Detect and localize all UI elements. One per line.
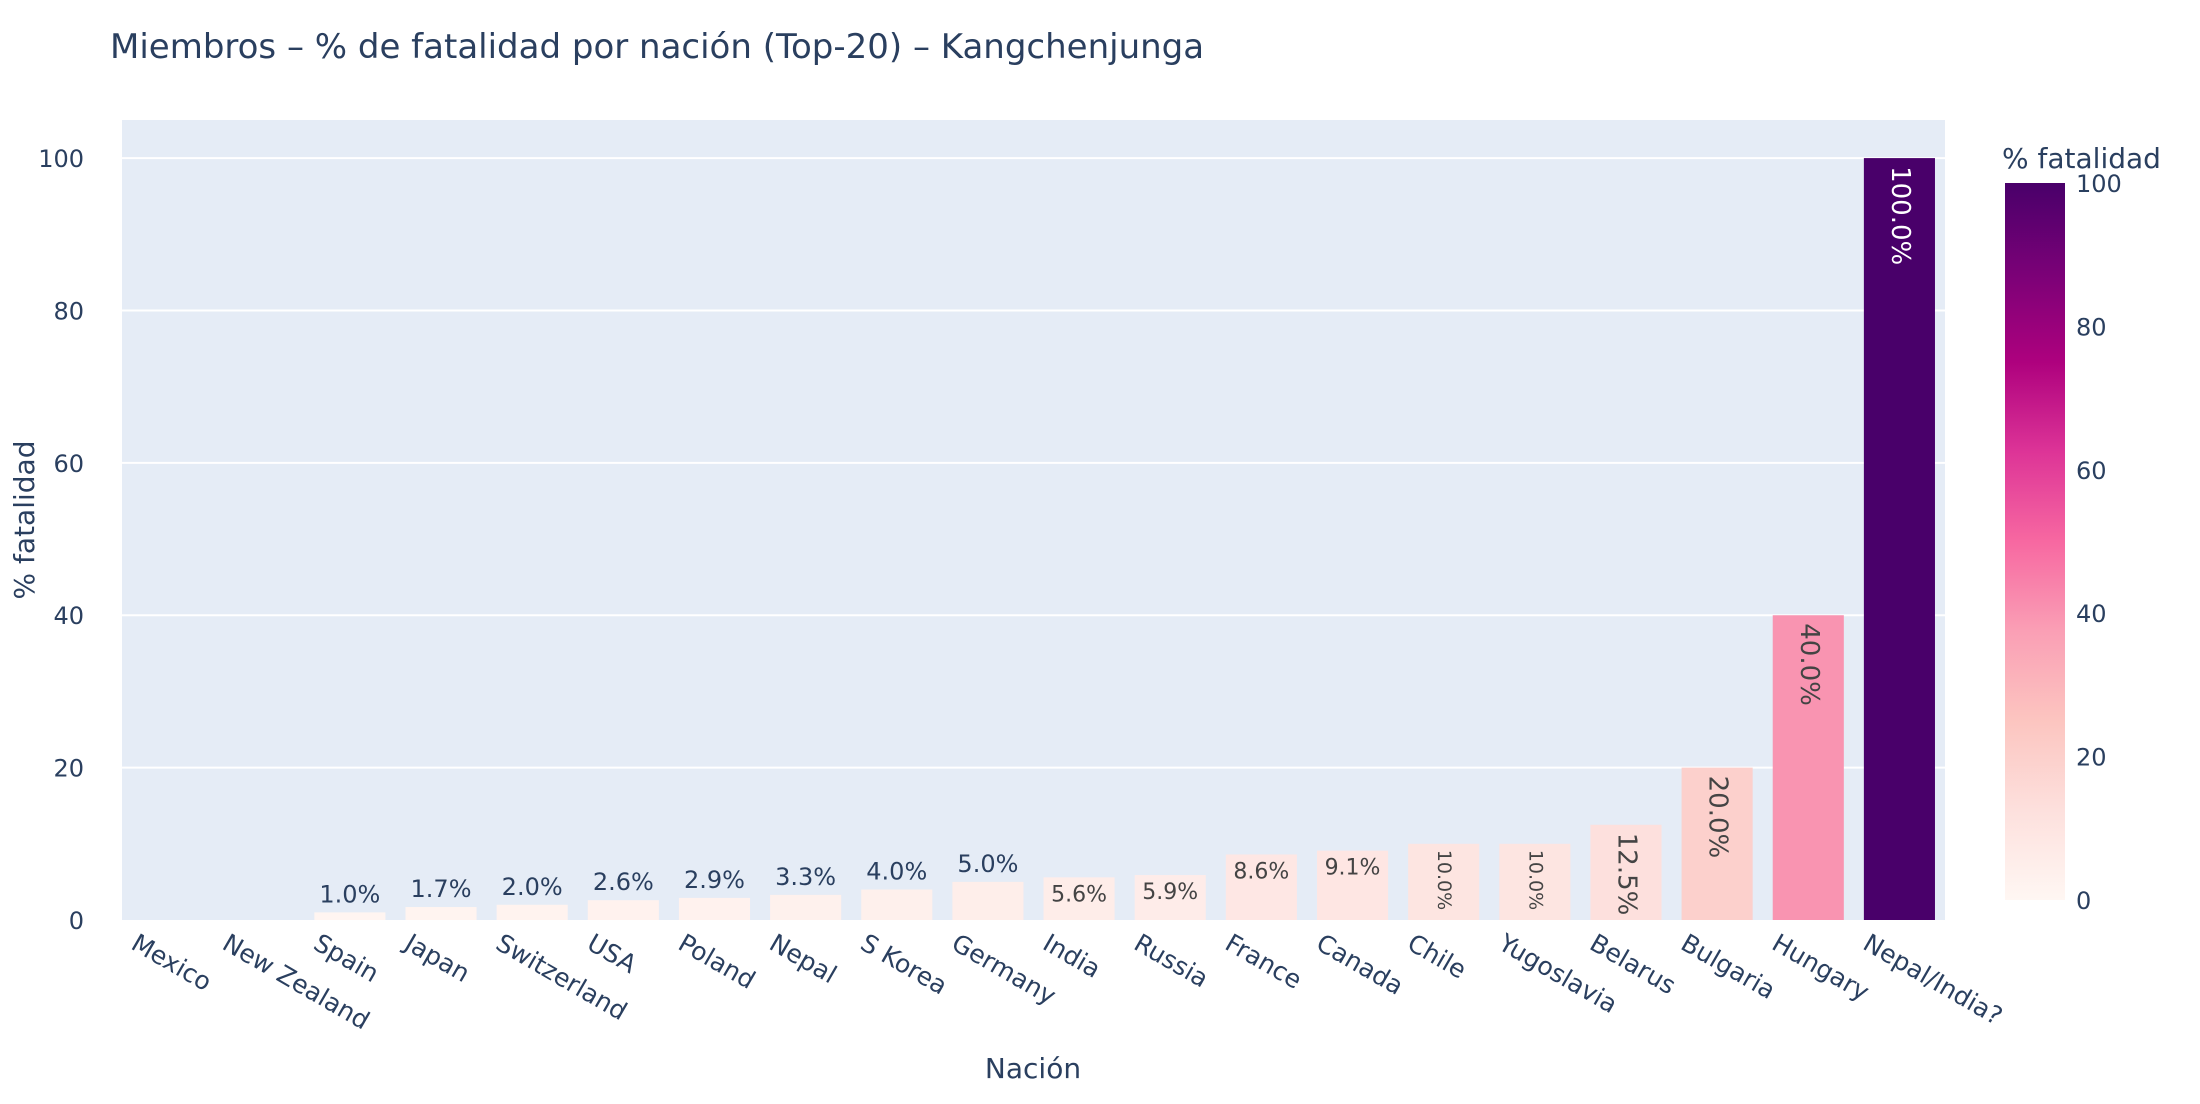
bar xyxy=(861,890,932,920)
x-tick-label: France xyxy=(1220,928,1307,995)
bar-value-label: 20.0% xyxy=(1703,776,1733,859)
bar xyxy=(679,898,750,920)
y-axis-ticks: 0 20 40 60 80 100 xyxy=(38,145,84,935)
x-tick-label: Nepal xyxy=(765,928,842,989)
bar xyxy=(952,882,1023,920)
x-tick-label: Poland xyxy=(673,928,760,995)
bar-value-label: 8.6% xyxy=(1233,859,1289,884)
bar-value-label: 40.0% xyxy=(1794,623,1824,706)
bar-value-label: 10.0% xyxy=(1524,850,1546,910)
y-tick-label: 100 xyxy=(38,145,84,173)
colorbar-gradient xyxy=(2005,183,2065,900)
x-tick-label: S Korea xyxy=(856,928,953,1000)
y-tick-label: 0 xyxy=(69,907,84,935)
y-tick-label: 80 xyxy=(53,297,84,325)
x-tick-label: Japan xyxy=(398,927,475,988)
bar-value-label: 1.7% xyxy=(411,875,472,903)
bar-value-label: 100.0% xyxy=(1885,166,1915,265)
bar-value-label: 2.6% xyxy=(593,868,654,896)
bar-value-label: 10.0% xyxy=(1433,850,1455,910)
bar-value-label: 3.3% xyxy=(775,863,836,891)
x-axis-label: Nación xyxy=(985,1052,1081,1085)
chart-title: Miembros – % de fatalidad por nación (To… xyxy=(110,27,1204,67)
bar-value-label: 5.9% xyxy=(1142,880,1198,905)
y-tick-label: 40 xyxy=(53,602,84,630)
x-tick-label: Hungary xyxy=(1767,928,1874,1007)
y-tick-label: 20 xyxy=(53,755,84,783)
bar-value-label: 5.0% xyxy=(957,850,1018,878)
bar-value-label: 12.5% xyxy=(1611,833,1641,916)
x-tick-label: Chile xyxy=(1403,928,1472,984)
bar xyxy=(405,907,476,920)
y-tick-label: 60 xyxy=(53,450,84,478)
x-tick-label: Germany xyxy=(947,928,1061,1011)
bar-value-label: 1.0% xyxy=(319,880,380,908)
y-axis-label: % fatalidad xyxy=(8,441,41,600)
x-tick-label: Mexico xyxy=(127,928,217,997)
x-tick-label: USA xyxy=(582,928,641,979)
x-tick-label: India xyxy=(1038,928,1106,984)
colorbar-tick-label: 60 xyxy=(2076,457,2107,485)
bar xyxy=(770,895,841,920)
colorbar-tick-label: 20 xyxy=(2076,744,2107,772)
bar xyxy=(588,900,659,920)
x-tick-label: Russia xyxy=(1129,928,1213,993)
plot-area xyxy=(122,120,1945,920)
bar xyxy=(497,905,568,920)
colorbar-tick-label: 80 xyxy=(2076,313,2107,341)
bar-value-label: 4.0% xyxy=(866,858,927,886)
x-tick-label: Bulgaria xyxy=(1676,928,1780,1005)
bar xyxy=(314,912,385,920)
colorbar-tick-label: 0 xyxy=(2076,887,2091,915)
bar-value-label: 2.0% xyxy=(502,873,563,901)
x-tick-label: Canada xyxy=(1312,928,1409,1001)
bar-value-label: 5.6% xyxy=(1051,882,1107,907)
colorbar-tick-label: 40 xyxy=(2076,600,2107,628)
bar-value-label: 9.1% xyxy=(1325,856,1381,881)
bar-value-label: 2.9% xyxy=(684,866,745,894)
x-tick-label: Nepal/India? xyxy=(1858,928,2007,1031)
colorbar-tick-label: 100 xyxy=(2076,170,2122,198)
bar xyxy=(1864,158,1935,920)
colorbar-ticks: 0 20 40 60 80 100 xyxy=(2076,170,2122,915)
